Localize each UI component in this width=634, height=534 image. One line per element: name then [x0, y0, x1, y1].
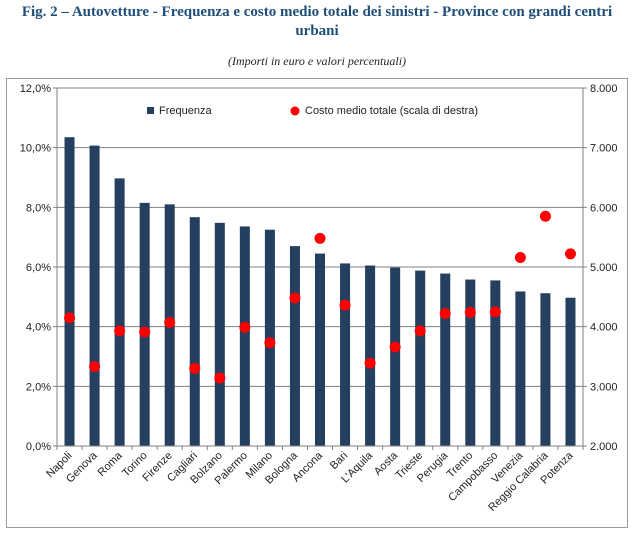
dot [114, 325, 126, 337]
y-right-tick-label: 7.000 [590, 143, 618, 155]
legend-label-costo: Costo medio totale (scala di destra) [305, 105, 478, 117]
bar [289, 246, 300, 446]
legend-label-frequenza: Frequenza [159, 105, 212, 117]
y-left-tick-label: 4,0% [26, 322, 51, 334]
dot [464, 306, 476, 318]
y-left-tick-label: 10,0% [20, 143, 51, 155]
y-right-tick-label: 4.000 [590, 322, 618, 334]
legend: Frequenza Costo medio totale (scala di d… [147, 105, 478, 117]
dot [314, 232, 326, 244]
y-right-tick-label: 3.000 [590, 381, 618, 393]
bar [365, 265, 376, 446]
legend-swatch-frequenza [147, 107, 154, 114]
bar [565, 297, 576, 446]
dot-series [64, 210, 576, 384]
bar [540, 293, 551, 446]
bar [114, 178, 125, 446]
dot [514, 251, 526, 263]
bar [440, 273, 451, 446]
dot [539, 210, 551, 222]
dot [564, 248, 576, 260]
y-left-tick-label: 12,0% [20, 83, 51, 95]
dot [189, 362, 201, 374]
y-right-tick-label: 8.000 [590, 83, 618, 95]
bar [314, 253, 326, 446]
bar [89, 145, 100, 446]
bar [64, 137, 75, 446]
bar [465, 279, 476, 446]
chart-title: Fig. 2 – Autovetture - Frequenza e costo… [21, 4, 613, 39]
y-left-ticks: 0,0% 2,0% 4,0% 6,0% 8,0% 10,0% 12,0% [20, 83, 51, 453]
dot [389, 341, 401, 353]
dot [364, 357, 376, 369]
dot [264, 337, 276, 349]
dot [139, 326, 151, 338]
bar [189, 217, 200, 446]
dot [414, 325, 426, 337]
y-left-tick-label: 0,0% [26, 441, 51, 453]
dot [164, 316, 176, 328]
chart-subtitle: (Importi in euro e valori percentuali) [227, 54, 407, 68]
dot [239, 321, 251, 333]
dot [64, 312, 76, 324]
x-ticks: NapoliGenovaRomaTorinoFirenzeCagliariBol… [44, 449, 576, 514]
y-left-tick-label: 2,0% [26, 381, 51, 393]
y-left-tick-label: 6,0% [26, 262, 51, 274]
y-right-tick-label: 5.000 [590, 262, 618, 274]
dot [489, 306, 501, 318]
x-tick-label: Roma [96, 449, 126, 479]
bar [214, 222, 225, 446]
dot [289, 292, 301, 304]
chart-frame: 0,0% 2,0% 4,0% 6,0% 8,0% 10,0% 12,0% 2.000 3.00… [6, 78, 628, 528]
legend-swatch-costo [290, 106, 300, 116]
y-right-ticks: 2.000 3.000 4.000 5.000 6.000 7.000 8.000 [590, 83, 618, 453]
dot [339, 299, 351, 311]
bar [340, 263, 351, 446]
bar [139, 202, 150, 446]
bar [415, 270, 426, 446]
y-right-tick-label: 6.000 [590, 202, 618, 214]
y-right-tick-label: 2.000 [590, 441, 618, 453]
bar [239, 226, 250, 446]
bar [390, 267, 401, 446]
bar [515, 291, 526, 446]
dot [89, 361, 101, 373]
dot [439, 308, 451, 320]
bar [490, 280, 501, 446]
axes [53, 87, 587, 450]
chart-svg: 0,0% 2,0% 4,0% 6,0% 8,0% 10,0% 12,0% 2.000 3.00… [20, 83, 618, 514]
y-left-tick-label: 8,0% [26, 202, 51, 214]
bar-series [64, 137, 576, 446]
dot [214, 372, 226, 384]
